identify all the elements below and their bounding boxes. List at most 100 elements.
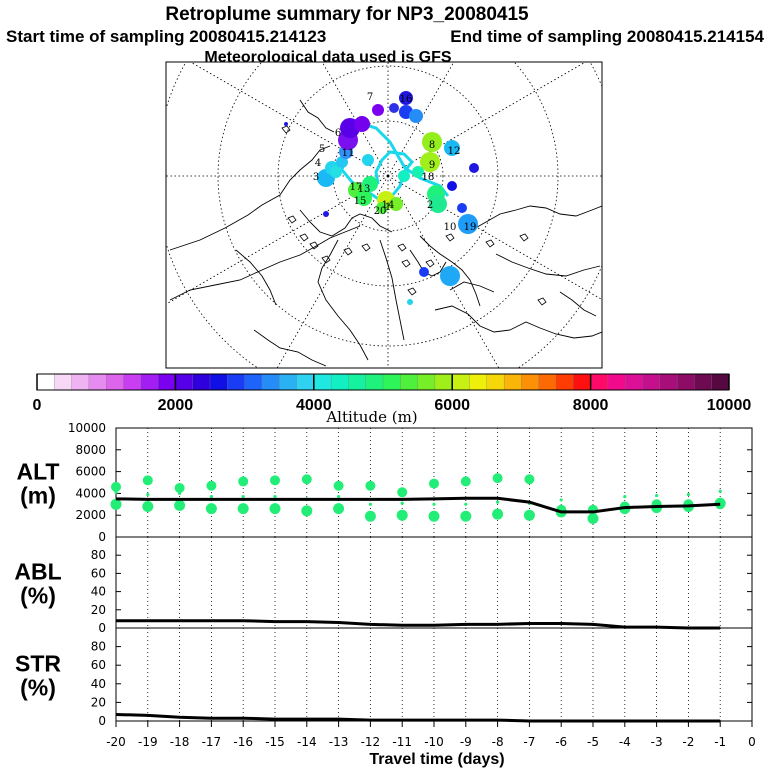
latitude-circle — [217, 62, 559, 347]
panel-title: ABL — [14, 559, 61, 585]
panel-frame — [115, 536, 753, 629]
coastline — [299, 99, 335, 133]
plume-day-label: 4 — [315, 158, 321, 169]
altitude-dot — [460, 510, 472, 522]
altitude-dot — [238, 476, 249, 487]
altitude-dot — [428, 510, 440, 522]
plume-centroid-dot — [398, 170, 410, 182]
plume-centroid-dot — [362, 176, 378, 192]
x-tick-label: -16 — [233, 735, 253, 749]
colorbar-cell — [642, 373, 661, 391]
altitude-marker — [623, 495, 627, 499]
y-tick-label: 20 — [91, 603, 106, 617]
colorbar-cell — [227, 373, 246, 391]
altitude-dot — [523, 509, 535, 521]
altitude-dot — [429, 478, 439, 489]
x-tick-label: -8 — [492, 735, 504, 749]
colorbar-cell — [469, 373, 488, 391]
colorbar-cell — [88, 373, 107, 391]
colorbar-cell — [313, 373, 332, 391]
plume-centroid-dot — [419, 267, 429, 277]
coastline — [449, 281, 495, 293]
altitude-dot — [205, 503, 217, 515]
y-tick-label: 2000 — [75, 508, 106, 522]
colorbar-cell — [382, 373, 401, 391]
altitude-marker — [464, 502, 468, 506]
plume-day-label: 1 — [385, 202, 391, 213]
island-outline — [281, 125, 291, 134]
altitude-marker — [241, 495, 245, 499]
plume-day-label: 14 — [382, 200, 395, 211]
altitude-marker — [368, 502, 372, 506]
y-tick-label: 4000 — [75, 486, 106, 500]
altitude-marker — [337, 495, 341, 499]
plume-day-label: 19 — [464, 222, 477, 233]
latitude-circle — [277, 65, 499, 287]
altitude-dot — [174, 499, 186, 511]
altitude-dot — [714, 497, 726, 509]
coastline — [495, 253, 601, 277]
plume-centroid-dot — [409, 109, 423, 123]
colorbar-cell — [140, 373, 159, 391]
colorbar-cell — [175, 373, 194, 391]
colorbar-cell — [538, 373, 557, 391]
altitude-marker — [655, 493, 659, 498]
x-tick-label: -10 — [424, 735, 444, 749]
altitude-marker — [591, 504, 595, 509]
colorbar-tick-label: 10000 — [707, 397, 752, 414]
x-tick-label: -6 — [555, 735, 567, 749]
y-tick-label: 60 — [91, 658, 106, 672]
y-tick-label: 0 — [98, 621, 106, 635]
plume-centroid-dot — [284, 122, 288, 126]
colorbar-cell — [503, 373, 522, 391]
y-tick-label: 0 — [98, 714, 106, 728]
coastline — [379, 239, 405, 341]
colorbar-cell — [573, 373, 592, 391]
plume-centroid-dot — [469, 163, 479, 173]
colorbar-tick-label: 6000 — [434, 397, 470, 414]
plume-day-label: 10 — [444, 222, 457, 233]
altitude-dot — [364, 510, 376, 522]
altitude-dot — [237, 503, 249, 515]
colorbar-axis-label: Altitude (m) — [325, 408, 417, 426]
altitude-dot — [460, 476, 471, 487]
x-tick-label: -20 — [106, 735, 126, 749]
y-tick-label: 0 — [98, 530, 106, 544]
altitude-dot — [365, 480, 376, 491]
plume-day-label: 18 — [422, 172, 435, 183]
altitude-dot — [524, 474, 535, 485]
colorbar-cell — [106, 373, 124, 391]
series-line-str — [115, 712, 721, 723]
coastline — [559, 291, 597, 317]
x-tick-label: -3 — [651, 735, 663, 749]
island-outline — [425, 259, 435, 268]
plume-centroid-dot — [372, 104, 384, 116]
altitude-dot — [396, 509, 408, 521]
x-tick-label: -11 — [392, 735, 412, 749]
coastline — [253, 329, 327, 367]
altitude-dot — [333, 480, 344, 491]
plume-centroid-dot — [429, 195, 447, 213]
altitude-dot — [111, 481, 121, 492]
altitude-dot — [492, 473, 503, 484]
y-tick-label: 6000 — [75, 465, 106, 479]
plume-track — [340, 122, 450, 202]
plume-day-label: 7 — [367, 92, 373, 103]
island-outline — [361, 243, 371, 252]
y-tick-label: 8000 — [75, 443, 106, 457]
colorbar-cell — [521, 373, 540, 391]
colorbar-cell — [694, 373, 713, 391]
plume-day-label: 20 — [374, 206, 387, 217]
plume-centroid-dot — [376, 202, 388, 214]
plume-centroid-dot — [458, 214, 478, 234]
colorbar-cell — [590, 373, 609, 391]
altitude-marker — [559, 498, 563, 502]
y-tick-label: 10000 — [68, 421, 106, 435]
altitude-dot — [301, 505, 313, 517]
series-line-abl — [116, 619, 721, 630]
plume-centroid-dot — [330, 166, 342, 178]
altitude-marker — [114, 490, 118, 494]
coastline — [299, 209, 393, 237]
colorbar-cell — [54, 373, 73, 391]
plume-day-label: 6 — [335, 128, 341, 139]
